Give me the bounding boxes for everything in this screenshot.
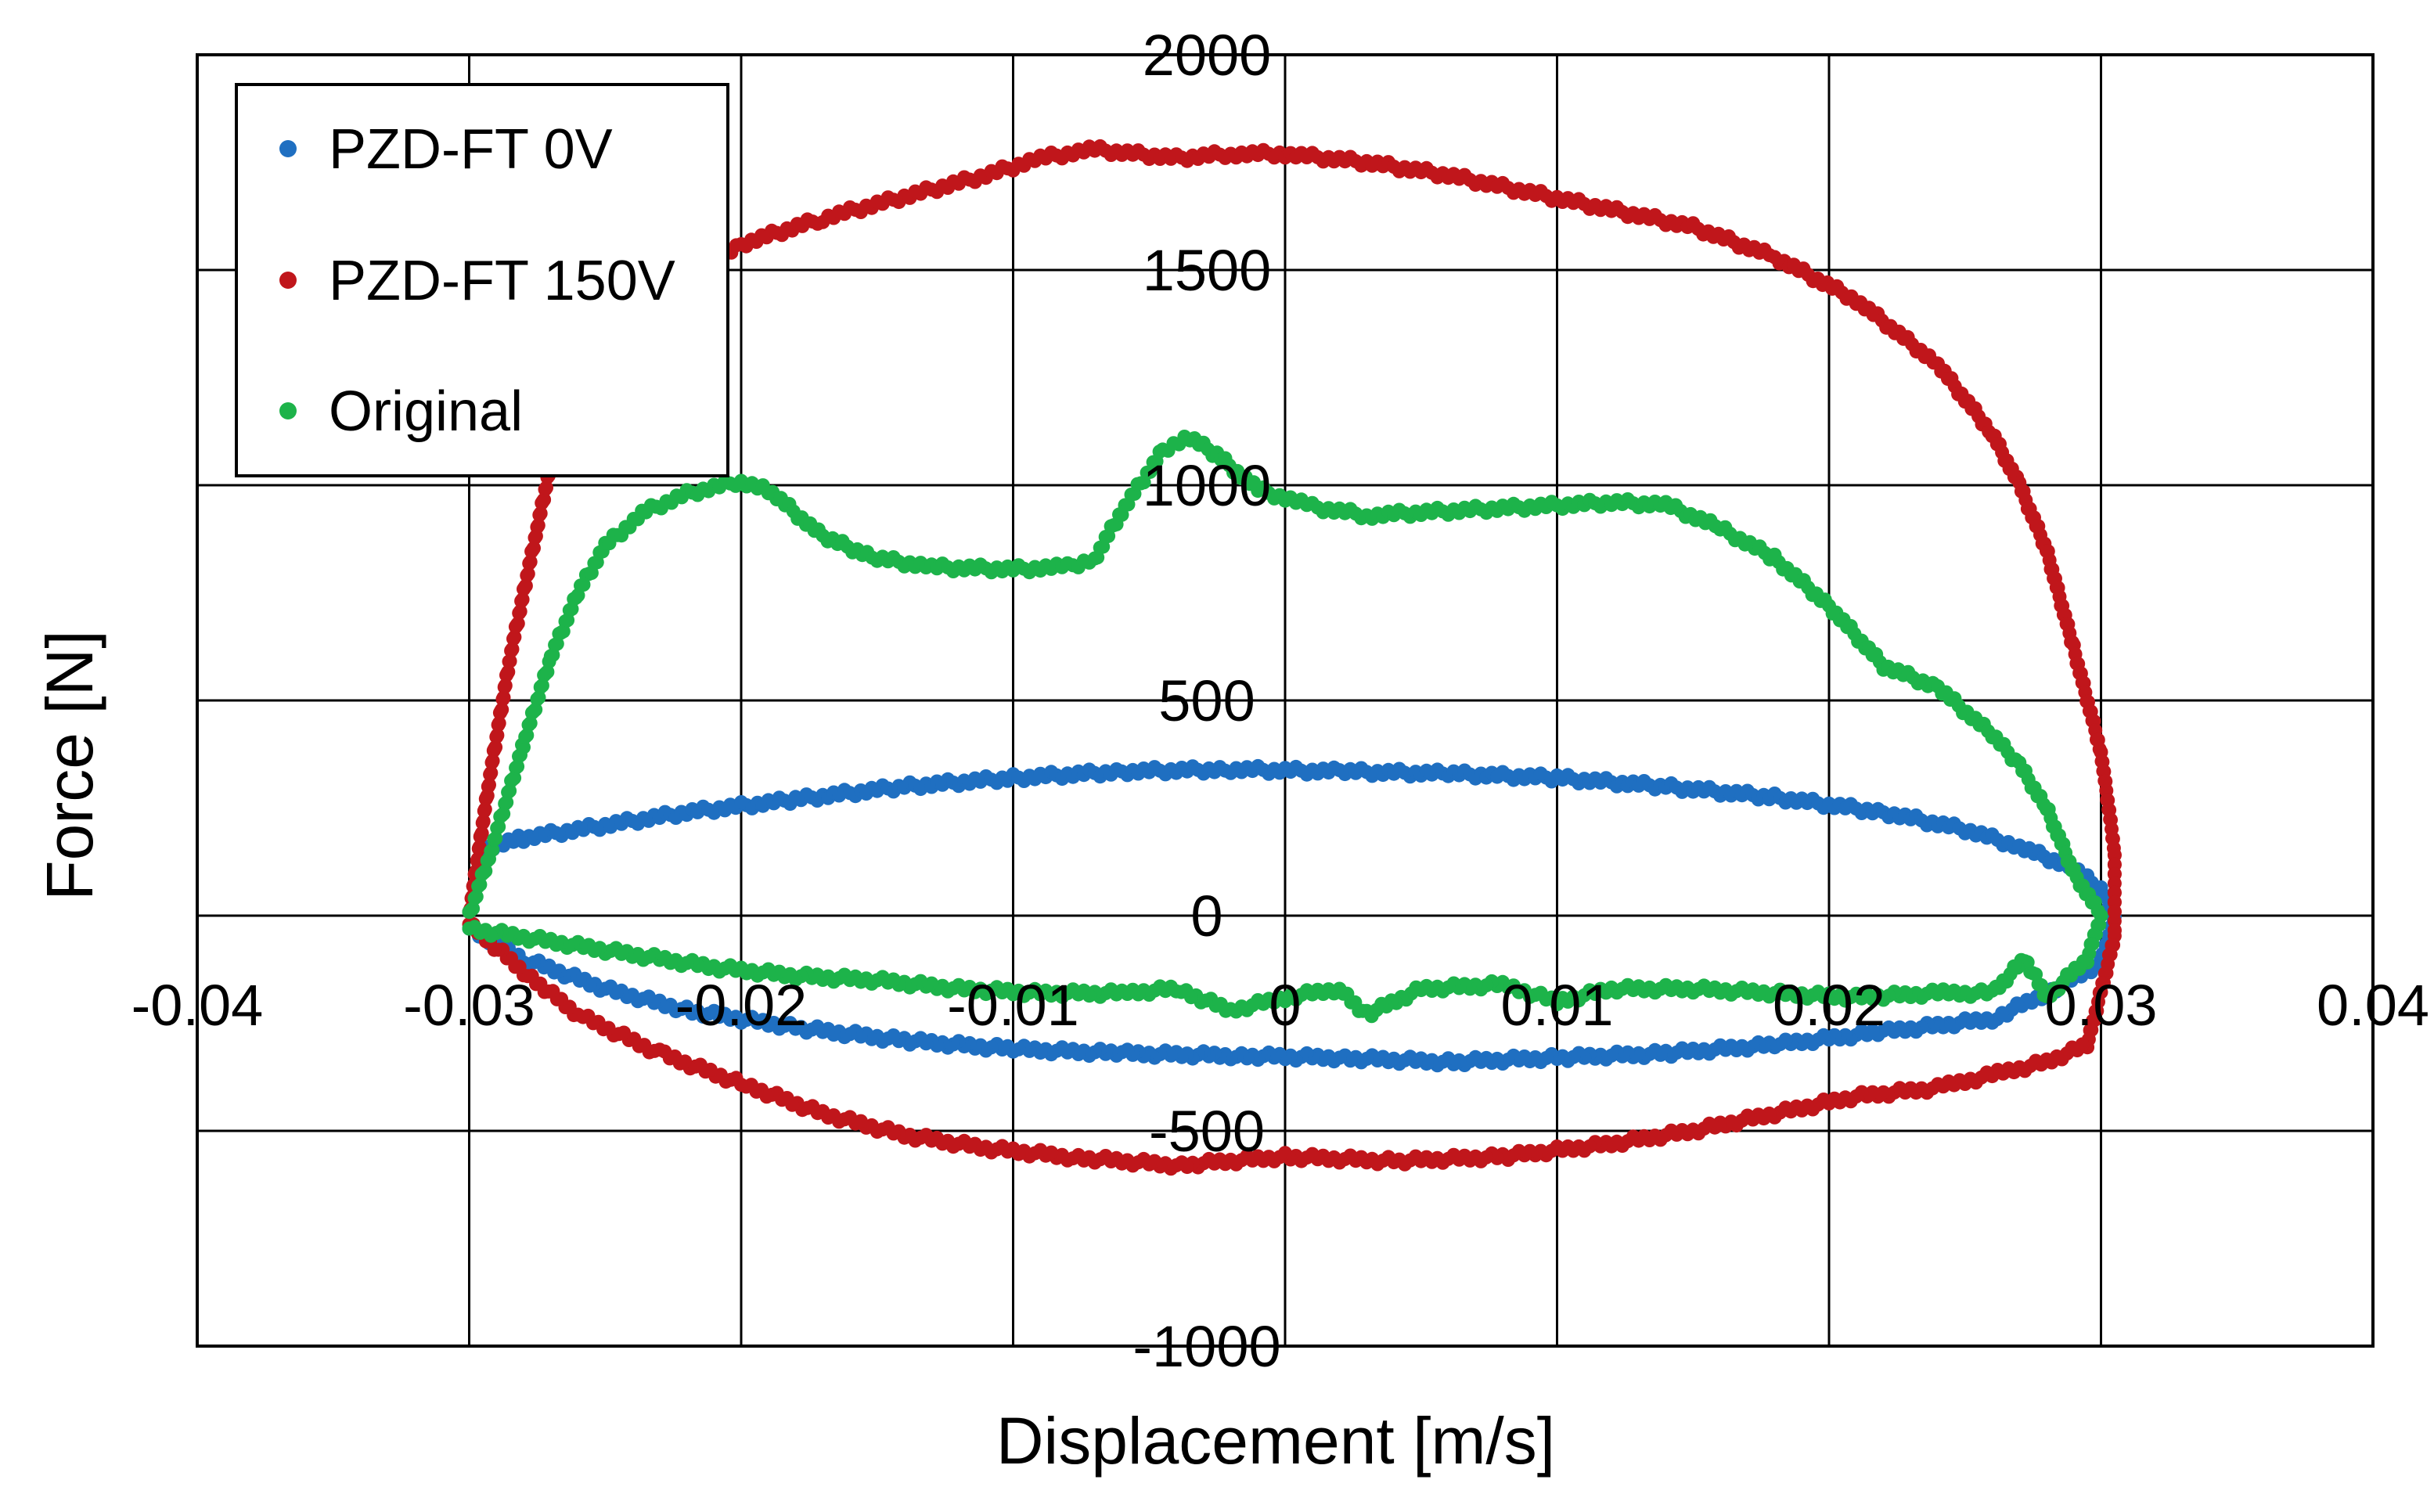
data-point [520, 567, 535, 581]
legend-marker-pzd-ft-0v [279, 140, 297, 157]
y-tick-label: 1500 [1143, 238, 1272, 303]
data-point [482, 777, 496, 792]
y-tick-label: 1000 [1143, 453, 1272, 518]
legend-entry-pzd-ft-0v: PZD-FT 0V [279, 118, 613, 181]
legend-marker-original [279, 402, 297, 419]
data-point [528, 702, 543, 717]
data-point [485, 754, 500, 769]
x-axis-title: Displacement [m/s] [996, 1404, 1555, 1478]
legend-marker-pzd-ft-150v [279, 272, 297, 289]
data-point [496, 690, 511, 705]
data-point [515, 592, 530, 607]
legend-label-pzd-ft-0v: PZD-FT 0V [329, 118, 613, 181]
x-tick-label: 0.03 [2044, 973, 2157, 1038]
x-tick-label: -0.02 [675, 973, 808, 1038]
x-tick-label: 0 [1269, 973, 1301, 1038]
data-point [535, 679, 549, 693]
data-point [507, 630, 522, 645]
data-point [477, 802, 492, 817]
data-point [484, 765, 499, 780]
data-point [537, 492, 552, 507]
x-tick-label: 0.01 [1500, 973, 1613, 1038]
data-point [539, 481, 553, 495]
data-point [523, 554, 538, 569]
data-point [531, 690, 546, 705]
y-tick-label: 0 [1190, 884, 1222, 949]
data-point [488, 740, 503, 754]
data-point [472, 840, 487, 855]
data-point [517, 740, 531, 754]
data-point [531, 518, 545, 533]
data-point [520, 728, 535, 743]
data-point [501, 664, 516, 679]
data-point [495, 702, 509, 717]
legend-box [235, 83, 729, 477]
series-original [462, 430, 2108, 1024]
data-point [474, 826, 489, 841]
data-point [490, 728, 505, 743]
data-point [510, 616, 525, 631]
data-point [527, 541, 541, 556]
x-tick-label: -0.03 [403, 973, 535, 1038]
data-point [502, 653, 517, 668]
data-point [491, 716, 506, 731]
data-point [469, 889, 484, 904]
data-point [523, 716, 538, 731]
y-axis-title: Force [N] [33, 630, 106, 900]
data-point [513, 604, 527, 619]
y-tick-label: -500 [1149, 1099, 1265, 1164]
data-point [533, 506, 548, 520]
legend-entry-original: Original [279, 380, 523, 443]
x-tick-label: -0.01 [947, 973, 1079, 1038]
legend: PZD-FT 0V PZD-FT 150V Original [235, 83, 729, 477]
data-point [498, 679, 513, 693]
plot-area-frame [196, 53, 2375, 1348]
data-point [518, 578, 533, 593]
data-point [462, 921, 477, 936]
x-tick-label: 0.02 [1773, 973, 1885, 1038]
data-point [505, 642, 520, 657]
legend-label-original: Original [329, 380, 523, 443]
data-point [476, 814, 491, 829]
legend-entry-pzd-ft-150v: PZD-FT 150V [279, 250, 675, 312]
legend-label-pzd-ft-150v: PZD-FT 150V [329, 250, 675, 312]
y-tick-label: 500 [1158, 668, 1255, 733]
